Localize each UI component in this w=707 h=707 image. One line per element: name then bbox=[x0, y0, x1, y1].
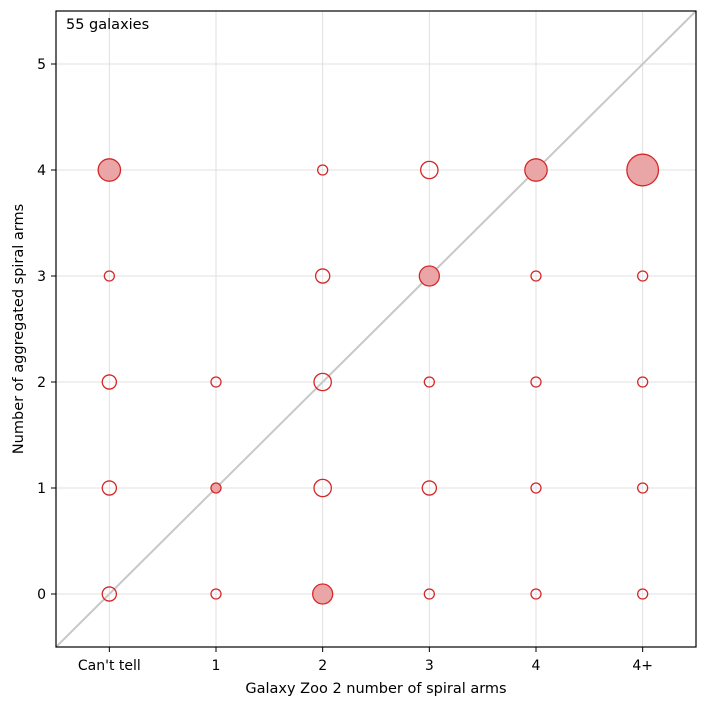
data-point bbox=[530, 270, 542, 282]
data-point bbox=[420, 160, 439, 180]
data-point bbox=[423, 376, 435, 388]
data-point bbox=[101, 374, 118, 390]
data-point bbox=[313, 478, 332, 498]
y-tick-label: 0 bbox=[37, 587, 46, 603]
data-point bbox=[524, 158, 548, 182]
data-point bbox=[418, 265, 440, 287]
plot-frame bbox=[55, 10, 697, 648]
data-point bbox=[637, 270, 649, 282]
data-point bbox=[530, 376, 542, 388]
data-point bbox=[103, 270, 115, 282]
y-tick-label: 3 bbox=[37, 269, 46, 285]
data-point bbox=[530, 482, 542, 494]
data-point bbox=[97, 158, 122, 182]
data-point bbox=[210, 376, 222, 388]
data-point bbox=[421, 480, 438, 496]
x-tick-label: 1 bbox=[212, 658, 221, 674]
y-axis-ticks: 0 1 2 3 4 5 bbox=[37, 57, 56, 603]
data-point bbox=[637, 482, 649, 494]
x-tick-label: 3 bbox=[425, 658, 434, 674]
data-point bbox=[423, 588, 435, 600]
data-point bbox=[626, 153, 660, 187]
y-tick-label: 4 bbox=[37, 163, 46, 179]
data-point bbox=[530, 588, 542, 600]
y-tick-label: 1 bbox=[37, 481, 46, 497]
data-point bbox=[312, 583, 334, 605]
data-point bbox=[637, 376, 649, 388]
x-axis-ticks: Can't tell 1 2 3 4 4+ bbox=[78, 647, 653, 674]
y-tick-label: 5 bbox=[37, 57, 46, 73]
data-point bbox=[210, 482, 222, 494]
x-tick-label: Can't tell bbox=[78, 658, 141, 674]
grid bbox=[56, 11, 696, 647]
diagonal-line bbox=[55, 10, 697, 648]
x-axis-label: Galaxy Zoo 2 number of spiral arms bbox=[245, 681, 506, 697]
x-tick-label: 4+ bbox=[632, 658, 653, 674]
data-point bbox=[313, 372, 332, 392]
data-point bbox=[637, 588, 649, 600]
x-tick-label: 2 bbox=[318, 658, 327, 674]
y-axis-label: Number of aggregated spiral arms bbox=[11, 204, 27, 454]
y-tick-label: 2 bbox=[37, 375, 46, 391]
data-point bbox=[210, 588, 222, 600]
x-tick-label: 4 bbox=[532, 658, 541, 674]
data-points bbox=[97, 153, 660, 605]
galaxy-count-annotation: 55 galaxies bbox=[66, 17, 149, 33]
data-point bbox=[317, 164, 329, 176]
data-point bbox=[101, 480, 118, 496]
data-point bbox=[101, 586, 118, 602]
data-point bbox=[314, 268, 331, 284]
